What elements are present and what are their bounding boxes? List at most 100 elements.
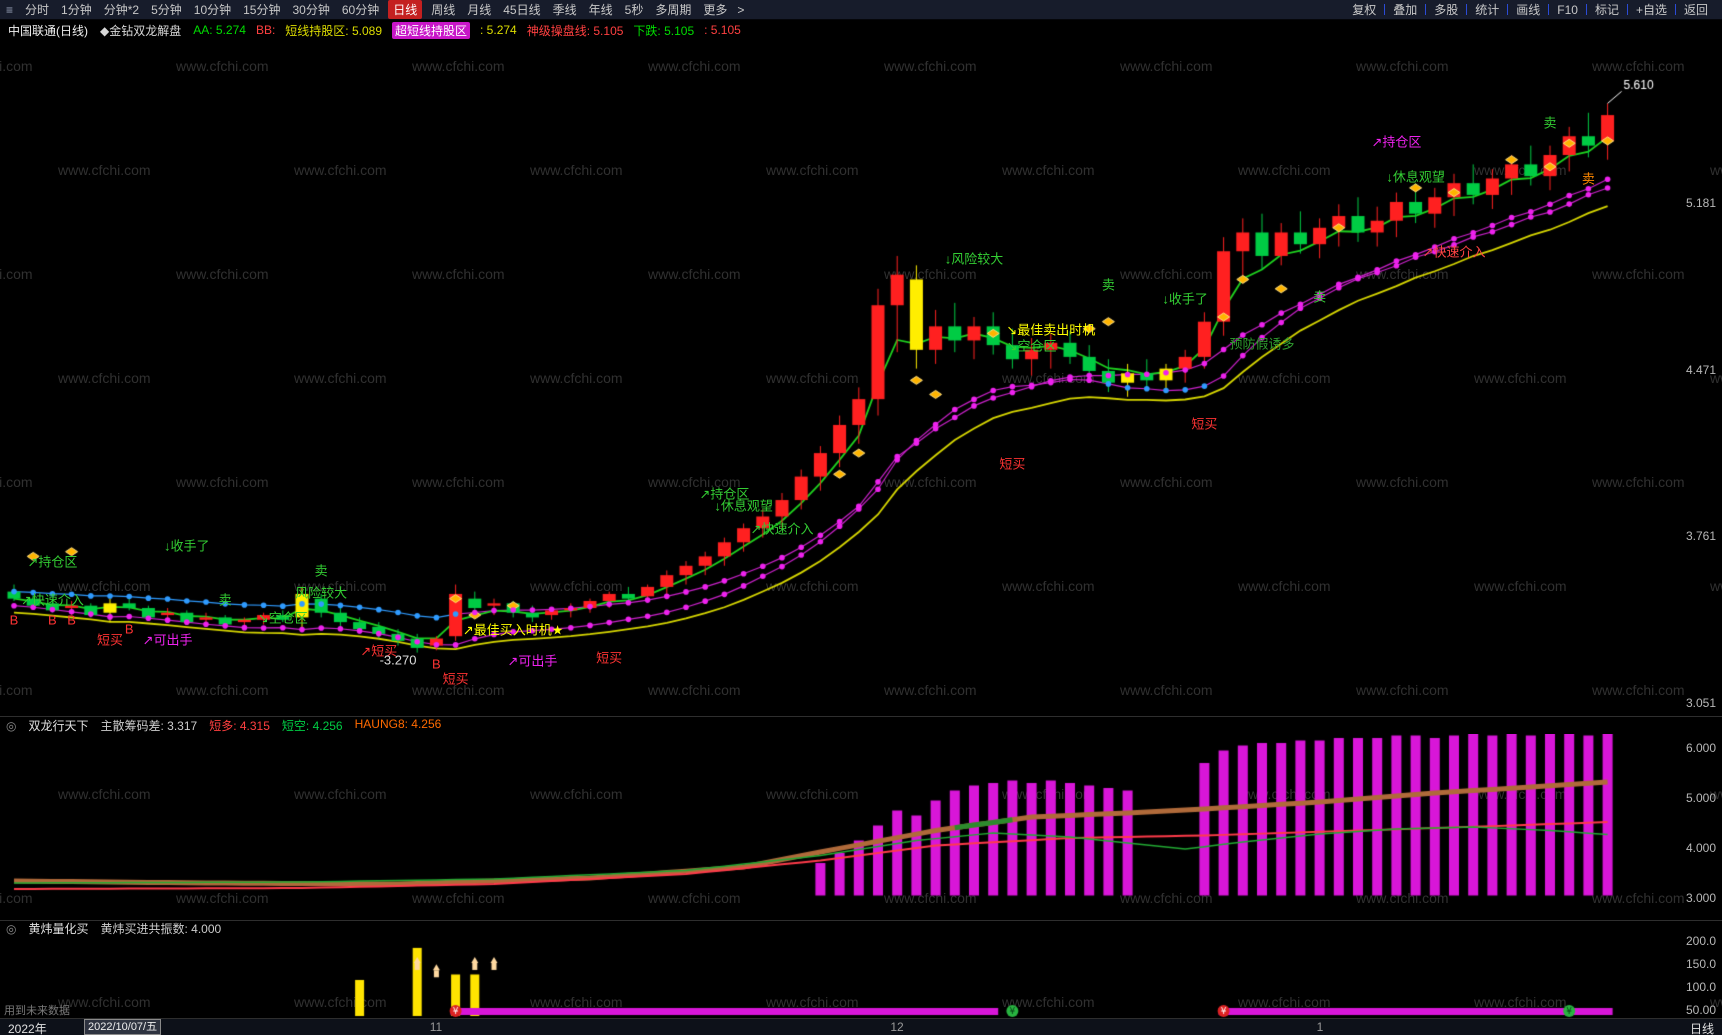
chart-annotation: ↗持仓区 <box>699 486 750 502</box>
chart-annotation: 预防假诱多 <box>1229 336 1295 352</box>
menu-+自选[interactable]: +自选 <box>1635 3 1667 17</box>
window-icon[interactable]: ≡ <box>6 2 14 17</box>
timeframe-月线[interactable]: 月线 <box>467 3 492 17</box>
timeframe-5分钟[interactable]: 5分钟 <box>151 3 182 17</box>
timeframe-多周期[interactable]: 多周期 <box>655 3 692 17</box>
panel3-header: ◎ 黄炜量化买 黄炜买进共振数: 4.000 <box>0 920 1722 936</box>
menu-separator <box>1466 4 1468 15</box>
menu-separator <box>1384 4 1386 15</box>
indicator-name[interactable]: ◆金钻双龙解盘 <box>100 23 182 38</box>
panel2-axis-label: 4.000 <box>1685 841 1716 855</box>
date-tick: 1 <box>1316 1020 1324 1034</box>
menu-画线[interactable]: 画线 <box>1516 3 1541 17</box>
menu-多股[interactable]: 多股 <box>1434 3 1459 17</box>
chart-annotation: ↘最佳卖出时机 <box>1006 322 1096 338</box>
menu-标记[interactable]: 标记 <box>1594 3 1619 17</box>
timeframe-年线[interactable]: 年线 <box>588 3 613 17</box>
timeframe-更多[interactable]: 更多 <box>703 3 728 17</box>
chart-annotation: 卖 <box>218 592 232 608</box>
panel2-axis-label: 3.000 <box>1685 891 1716 905</box>
timeframe-季线[interactable]: 季线 <box>552 3 577 17</box>
chart-annotation: B <box>48 612 57 628</box>
chart-annotation: ↗快速介入 <box>750 521 814 537</box>
menu-separator <box>1674 4 1676 15</box>
period-label: 日线 <box>1689 1022 1714 1035</box>
chart-annotation: 卖 <box>1581 171 1595 187</box>
indicator-field: : 5.274 <box>480 23 517 37</box>
menu-separator <box>1425 4 1427 15</box>
menu-separator <box>1548 4 1550 15</box>
timeframe-15分钟[interactable]: 15分钟 <box>243 3 281 17</box>
panel3-axis-label: 100.0 <box>1685 979 1716 994</box>
infobar: 中国联通(日线) ◆金钻双龙解盘 AA: 5.274 BB: 短线持股区: 5.08… <box>0 20 1722 40</box>
panel3-chart: 200.0 150.0 100.0 50.00 <box>0 934 1722 1018</box>
timeframe-10分钟[interactable]: 10分钟 <box>193 3 232 17</box>
date-box[interactable]: 2022/10/07/五 <box>84 1019 162 1035</box>
topbar: ≡ 分时 1分钟 分钟*2 5分钟 10分钟 15分钟 30分钟 60分钟 日线 周线 月线 45日线… <box>0 0 1722 20</box>
candlestick-canvas[interactable] <box>0 40 1722 716</box>
panel2-field: 短多: 4.315 <box>209 719 270 733</box>
timeframe-1分钟[interactable]: 1分钟 <box>61 3 92 17</box>
price-axis-label: 3.761 <box>1685 529 1716 544</box>
chart-annotation: ↗持仓区 <box>1371 134 1422 150</box>
chart-annotation: 短买 <box>442 671 469 687</box>
chart-annotation: ↗短买 <box>360 643 398 659</box>
chart-annotation: 卖 <box>1101 277 1115 293</box>
panel2-header: ◎ 双龙行天下 主散筹码差: 3.317 短多: 4.315 短空: 4.256 HA… <box>0 716 1722 734</box>
panel3-axis-label: 150.0 <box>1685 956 1716 971</box>
timeframe-周线[interactable]: 周线 <box>431 3 456 17</box>
panel2-axis-label: 5.000 <box>1685 791 1716 805</box>
date-tick: 11 <box>429 1020 443 1034</box>
menu-叠加[interactable]: 叠加 <box>1393 3 1418 17</box>
menu-separator <box>1507 4 1509 15</box>
panel3-field: 黄炜买进共振数: 4.000 <box>100 922 222 936</box>
more-chevron-icon[interactable]: > <box>737 2 745 17</box>
chart-annotation: ↓休息观望 <box>714 498 773 514</box>
menu-统计[interactable]: 统计 <box>1475 3 1500 17</box>
timeframe-日线[interactable]: 日线 <box>388 0 423 19</box>
indicator-field: 下跌: 5.105 <box>633 23 695 38</box>
chart-annotation: ↗快速介入 <box>20 592 84 608</box>
chart-annotation: 短买 <box>1191 416 1218 432</box>
timeframe-60分钟[interactable]: 60分钟 <box>341 3 380 17</box>
panel3-axis-label: 50.00 <box>1685 1002 1716 1017</box>
panel2-field: 短空: 4.256 <box>281 719 343 733</box>
chart-annotation: -3.270 <box>379 652 417 668</box>
timeframe-30分钟[interactable]: 30分钟 <box>292 3 330 17</box>
panel3-values: 黄炜买进共振数: 4.000 <box>101 920 222 937</box>
chart-annotation: 短买 <box>596 650 623 666</box>
timeframe-分钟*2[interactable]: 分钟*2 <box>103 3 140 17</box>
chart-annotation: 风险较大 <box>295 585 348 601</box>
panel2-field: HAUNG8: 4.256 <box>354 717 442 731</box>
chart-annotation: 短买 <box>96 632 124 648</box>
chart-annotation: 卖 <box>1543 115 1557 131</box>
panel-collapse-icon[interactable]: ◎ <box>6 921 17 936</box>
stock-name[interactable]: 中国联通(日线) <box>8 23 88 38</box>
indicator-field: 超短线持股区 <box>392 21 471 39</box>
timeframe-45日线[interactable]: 45日线 <box>503 3 541 17</box>
chart-annotation: 卖 <box>314 563 328 579</box>
menu-F10[interactable]: F10 <box>1557 2 1578 17</box>
panel2-title: 双龙行天下 <box>28 719 89 733</box>
timeframe-分时[interactable]: 分时 <box>25 3 50 17</box>
chart-annotation: ↓收手了 <box>1162 291 1208 307</box>
chart-annotation: ↗快速介入 <box>1422 244 1486 260</box>
timeframe-menu: 分时 1分钟 分钟*2 5分钟 10分钟 15分钟 30分钟 60分钟 日线 周线 月线 45日线 季线… <box>19 0 733 19</box>
panel2-field: 主散筹码差: 3.317 <box>100 719 198 733</box>
panel-collapse-icon[interactable]: ◎ <box>6 718 17 733</box>
chart-annotation: B <box>124 621 134 637</box>
panel3-axis-label: 200.0 <box>1685 934 1716 949</box>
indicator-field: : 5.105 <box>704 23 741 37</box>
chart-annotation: ↘空仓区 <box>1006 338 1057 354</box>
indicator-field: BB: <box>255 23 276 37</box>
timeframe-5秒[interactable]: 5秒 <box>624 3 644 17</box>
indicator-field: 短线持股区: 5.089 <box>285 23 382 38</box>
menu-复权[interactable]: 复权 <box>1352 3 1377 17</box>
dragon-indicator-canvas[interactable] <box>0 734 1722 920</box>
chart-annotation: ↓风险较大 <box>944 251 1004 267</box>
price-axis-label: 5.181 <box>1685 196 1716 211</box>
chart-annotation: ↓休息观望 <box>1386 169 1445 185</box>
menu-返回[interactable]: 返回 <box>1683 3 1708 17</box>
quant-buy-canvas[interactable] <box>0 936 1722 1018</box>
main-chart: ↗持仓区 ↗快速介入 ↓收手了 B B B B 短买 ↗可出手卖卖风险较大 ↘空仓区 ↗短买 -3.2… <box>0 40 1722 716</box>
